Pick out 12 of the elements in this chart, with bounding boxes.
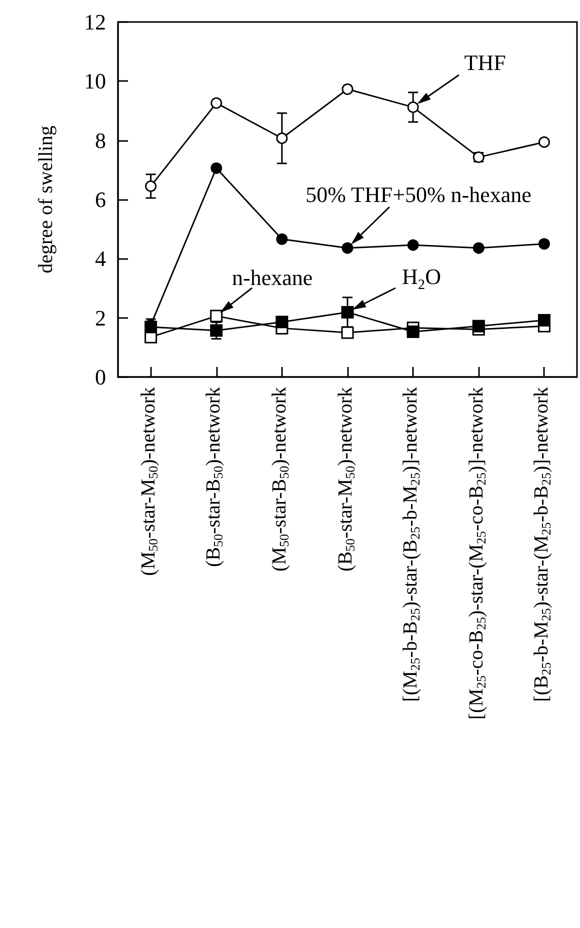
y-tick-label: 10 — [84, 68, 106, 94]
y-tick-label: 8 — [95, 128, 106, 153]
y-tick-label: 4 — [95, 246, 106, 272]
series-label: H$_{2}$O — [402, 264, 441, 294]
y-tick-label: 2 — [95, 305, 106, 330]
series-label: n-hexane — [232, 265, 313, 292]
series-label: 50% THF+50% n-hexane — [306, 182, 532, 208]
y-tick-label: 6 — [95, 187, 106, 212]
y-axis-title: degree of swelling — [35, 126, 57, 274]
y-tick-label: 0 — [95, 364, 106, 390]
text: THF — [464, 50, 506, 76]
y-tick-label: 12 — [84, 10, 106, 34]
